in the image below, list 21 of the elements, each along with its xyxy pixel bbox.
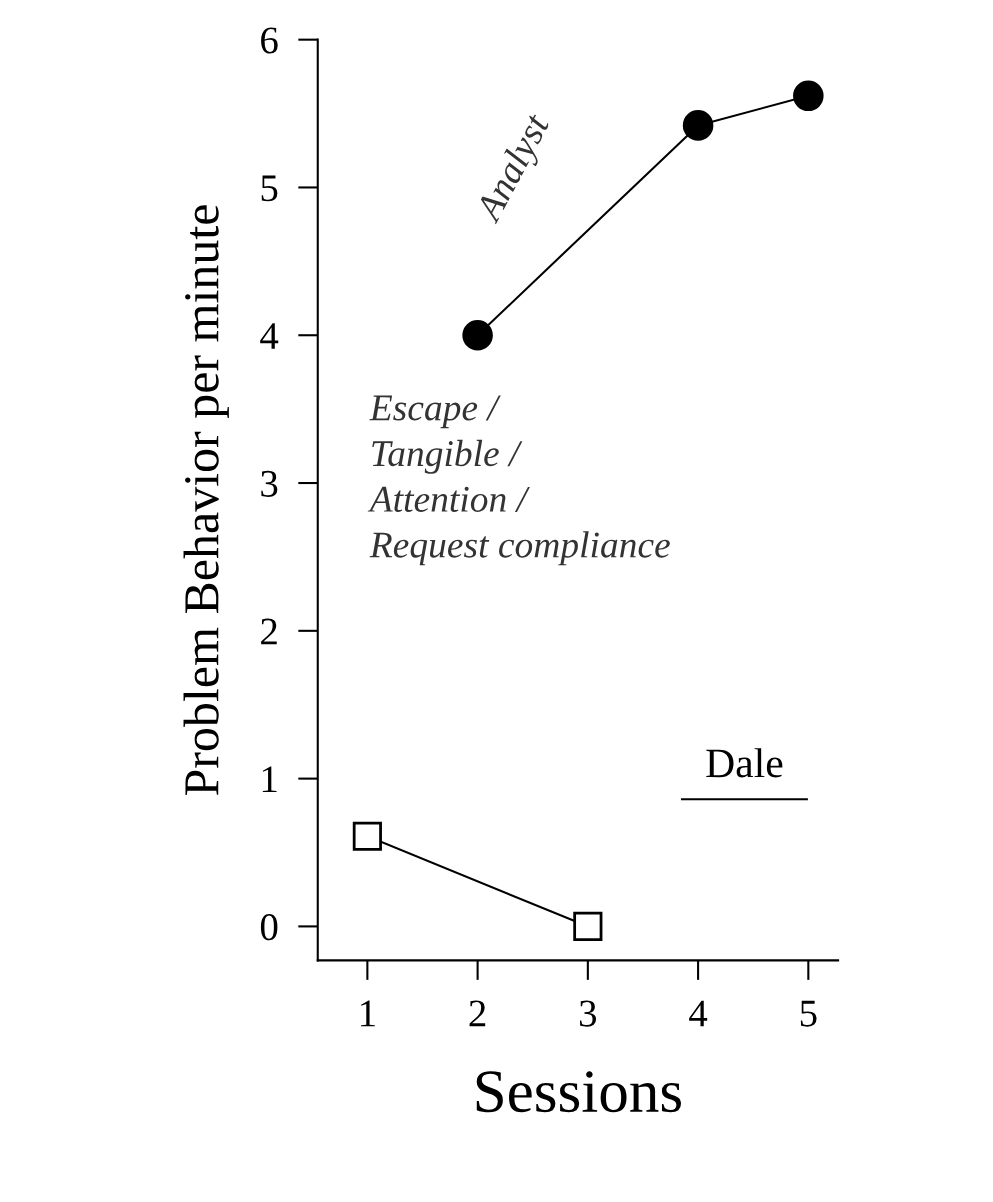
legend-label: Escape / Tangible / Attention / Request compliance xyxy=(367,395,670,566)
y-tick-label: 1 xyxy=(262,766,277,793)
y-tick-label: 2 xyxy=(261,618,277,645)
point xyxy=(462,319,493,351)
y-tick-label: 5 xyxy=(261,175,278,202)
point xyxy=(793,80,824,112)
x-tick-label: 5 xyxy=(800,1000,817,1027)
y-axis-title: Problem Behavior per minute xyxy=(183,205,229,796)
x-tick-label: 3 xyxy=(579,1000,597,1027)
x-axis-title: Sessions xyxy=(476,1071,681,1113)
x-tick-label: 4 xyxy=(689,1000,708,1027)
x-tick-label: 2 xyxy=(469,1000,486,1027)
y-tick-label: 3 xyxy=(261,470,278,497)
annotation: Dale xyxy=(706,748,783,778)
y-tick-label: 6 xyxy=(261,27,278,54)
x-tick-label: 1 xyxy=(361,1000,375,1027)
point xyxy=(682,110,714,141)
point xyxy=(573,911,603,941)
y-tick-label: 0 xyxy=(260,914,278,941)
y-tick-label: 4 xyxy=(260,323,279,349)
point xyxy=(352,821,382,851)
